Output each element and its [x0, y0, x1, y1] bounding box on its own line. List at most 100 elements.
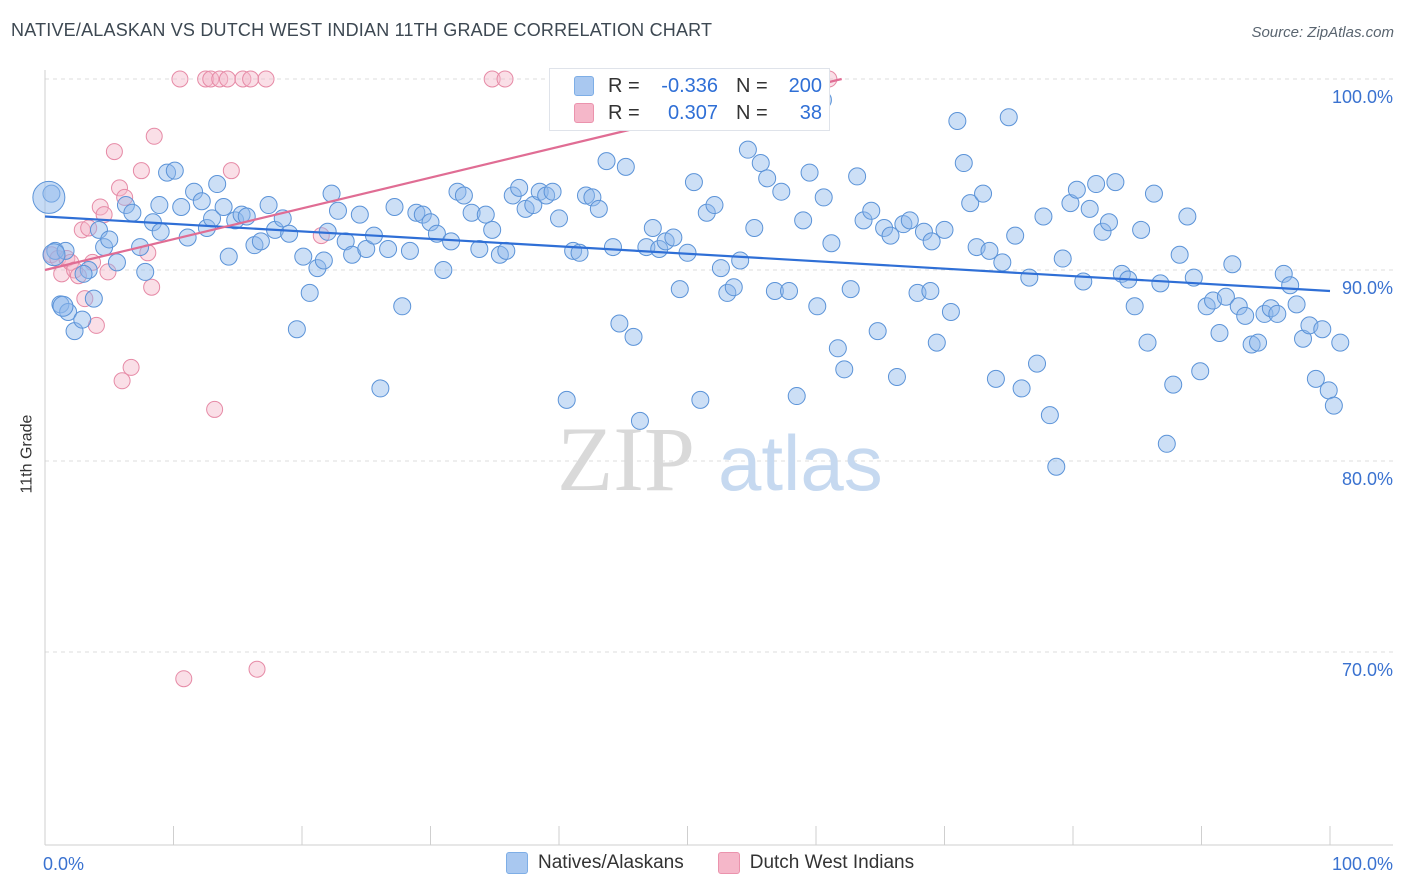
point-natives-alaskans — [165, 161, 184, 180]
legend-r-value: 0.307 — [667, 101, 718, 124]
point-natives-alaskans — [980, 241, 999, 260]
point-natives-alaskans — [875, 218, 894, 237]
point-natives-alaskans — [954, 154, 973, 173]
point-natives-alaskans — [589, 199, 608, 218]
point-natives-alaskans — [900, 211, 919, 230]
y-tick-label: 80.0% — [1342, 469, 1393, 489]
point-natives-alaskans — [974, 184, 993, 203]
point-dutch-west-indians — [206, 400, 224, 418]
point-natives-alaskans — [32, 180, 66, 214]
point-natives-alaskans — [1319, 381, 1338, 400]
point-natives-alaskans — [993, 253, 1012, 272]
point-natives-alaskans — [835, 360, 854, 379]
point-natives-alaskans — [454, 186, 473, 205]
point-natives-alaskans — [583, 188, 602, 207]
x-tick-label: 100.0% — [1332, 854, 1393, 874]
point-natives-alaskans — [691, 390, 710, 409]
point-dutch-west-indians — [248, 660, 266, 678]
point-natives-alaskans — [751, 154, 770, 173]
chart-title: NATIVE/ALASKAN VS DUTCH WEST INDIAN 11TH… — [11, 20, 713, 40]
point-natives-alaskans — [1006, 226, 1025, 245]
legend-label-dutch: Dutch West Indians — [749, 852, 915, 873]
legend-item-natives[interactable]: Natives/Alaskans — [506, 852, 684, 874]
point-natives-alaskans — [52, 295, 74, 317]
point-dutch-west-indians — [175, 670, 193, 688]
point-natives-alaskans — [385, 197, 404, 216]
point-natives-alaskans — [800, 163, 819, 182]
point-dutch-west-indians — [218, 70, 236, 88]
point-natives-alaskans — [1274, 264, 1293, 283]
point-dutch-west-indians — [111, 179, 129, 197]
point-natives-alaskans — [421, 213, 440, 232]
point-natives-alaskans — [1151, 274, 1170, 293]
point-natives-alaskans — [550, 209, 568, 228]
point-natives-alaskans — [219, 247, 238, 266]
y-axis-label: 11th Grade — [18, 414, 36, 494]
point-natives-alaskans — [1080, 199, 1099, 218]
point-natives-alaskans — [1236, 306, 1255, 325]
point-natives-alaskans — [935, 220, 954, 239]
point-natives-alaskans — [379, 239, 398, 258]
point-dutch-west-indians — [496, 70, 514, 88]
point-natives-alaskans — [510, 178, 529, 197]
point-natives-alaskans — [136, 262, 155, 281]
point-natives-alaskans — [1067, 180, 1086, 199]
point-natives-alaskans — [208, 175, 227, 194]
point-natives-alaskans — [287, 320, 306, 339]
y-tick-label: 70.0% — [1342, 660, 1393, 680]
point-natives-alaskans — [787, 387, 806, 406]
point-natives-alaskans — [116, 196, 135, 215]
point-natives-alaskans — [1034, 207, 1053, 226]
point-natives-alaskans — [948, 112, 967, 131]
point-natives-alaskans — [151, 222, 170, 241]
point-natives-alaskans — [1020, 268, 1039, 287]
point-natives-alaskans — [1012, 379, 1031, 398]
point-natives-alaskans — [1106, 173, 1125, 192]
point-dutch-west-indians — [143, 278, 161, 296]
point-natives-alaskans — [772, 182, 791, 201]
point-natives-alaskans — [808, 297, 827, 316]
legend-r-value: -0.336 — [661, 74, 718, 97]
point-natives-alaskans — [350, 205, 369, 224]
watermark-atlas: atlas — [718, 419, 883, 507]
point-dutch-west-indians — [69, 267, 87, 285]
point-natives-alaskans — [1157, 434, 1176, 453]
legend-item-dutch[interactable]: Dutch West Indians — [717, 852, 915, 874]
point-natives-alaskans — [150, 196, 169, 215]
point-natives-alaskans — [1164, 375, 1183, 394]
legend-n-value: 200 — [788, 74, 822, 97]
point-natives-alaskans — [557, 390, 576, 409]
point-natives-alaskans — [862, 201, 881, 220]
point-dutch-west-indians — [122, 358, 140, 376]
grid-lines — [45, 78, 1393, 653]
point-dutch-west-indians — [257, 70, 275, 88]
point-natives-alaskans — [192, 192, 211, 211]
legend-n-value: 38 — [799, 101, 822, 124]
point-natives-alaskans — [697, 203, 716, 222]
point-natives-alaskans — [462, 203, 481, 222]
point-natives-alaskans — [1144, 184, 1163, 203]
point-natives-alaskans — [1087, 175, 1106, 194]
point-natives-alaskans — [961, 194, 980, 213]
legend-swatch-dutch — [717, 852, 740, 874]
point-natives-alaskans — [643, 218, 662, 237]
point-natives-alaskans — [123, 203, 142, 222]
point-natives-alaskans — [393, 297, 412, 316]
point-natives-alaskans — [1178, 207, 1197, 226]
point-natives-alaskans — [1242, 335, 1261, 354]
source-label: Source: ZipAtlas.com — [1251, 24, 1394, 41]
point-natives-alaskans — [603, 238, 622, 257]
point-natives-alaskans — [259, 196, 278, 215]
point-natives-alaskans — [841, 280, 860, 299]
point-natives-alaskans — [1216, 287, 1235, 306]
point-dutch-west-indians — [99, 263, 117, 281]
tick-labels: 100.0% 90.0% 80.0% 70.0% 0.0% 100.0% — [43, 87, 1393, 874]
point-natives-alaskans — [941, 303, 960, 322]
point-natives-alaskans — [84, 289, 103, 308]
point-natives-alaskans — [1040, 406, 1059, 425]
y-tick-label: 90.0% — [1342, 278, 1393, 298]
point-natives-alaskans — [1287, 295, 1306, 314]
point-natives-alaskans — [42, 243, 66, 267]
trend-line-natives — [44, 215, 1331, 293]
point-natives-alaskans — [73, 310, 92, 329]
